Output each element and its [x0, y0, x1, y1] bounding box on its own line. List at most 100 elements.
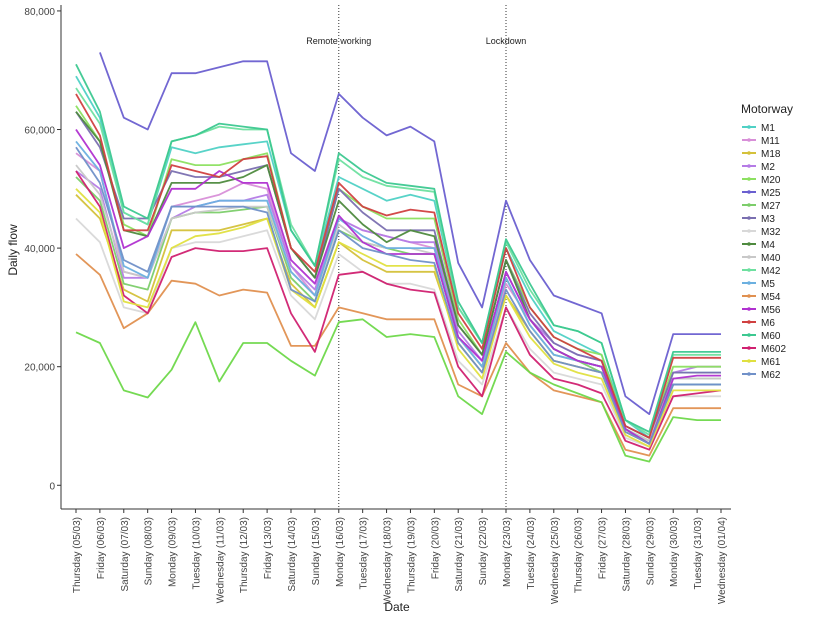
legend-swatch-dot: [747, 346, 751, 350]
legend-swatch-dot: [747, 177, 751, 181]
series-line-M1: [75, 75, 721, 439]
x-axis-label: Date: [384, 600, 410, 614]
x-tick-label: Sunday (22/03): [478, 517, 489, 585]
x-tick-label: Friday (20/03): [430, 517, 441, 579]
series-line-M54: [75, 253, 721, 457]
legend-entry: M27: [761, 201, 781, 212]
legend-swatch-dot: [747, 281, 751, 285]
series-line-M2: [75, 170, 721, 439]
x-tick-label: Saturday (14/03): [287, 517, 298, 592]
legend-entry: M32: [761, 227, 781, 238]
series-line-M6: [75, 93, 721, 439]
annotations: Remote working Lockdown: [306, 5, 526, 509]
x-tick-label: Friday (06/03): [96, 517, 107, 579]
legend-entry: M1: [761, 123, 775, 134]
legend-swatch-dot: [747, 164, 751, 168]
x-tick-label: Wednesday (18/03): [383, 517, 394, 604]
series-line-M60: [75, 63, 721, 433]
legend-swatch-dot: [747, 294, 751, 298]
series-line-M27: [75, 176, 721, 442]
x-tick-label: Monday (23/03): [502, 517, 513, 587]
x-tick-label: Friday (13/03): [263, 517, 274, 579]
legend-swatch-dot: [747, 229, 751, 233]
series-line-M20: [75, 105, 721, 439]
legend-entry: M61: [761, 357, 781, 368]
x-tick-label: Saturday (07/03): [120, 517, 131, 592]
legend-entry: M40: [761, 253, 781, 264]
legend-swatch-dot: [747, 242, 751, 246]
legend-entry: M56: [761, 305, 781, 316]
legend-entry: M11: [761, 136, 780, 147]
x-tick-label: Monday (30/03): [669, 517, 680, 587]
axes: [60, 5, 731, 510]
x-tick-label: Tuesday (24/03): [526, 517, 537, 589]
series-line-unnamed-20: [75, 318, 721, 463]
series-line-M56: [75, 128, 721, 445]
legend-entry: M3: [761, 214, 775, 225]
x-tick-label: Thursday (26/03): [574, 517, 585, 593]
legend-entry: M20: [761, 175, 781, 186]
legend-swatch-dot: [747, 320, 751, 324]
legend-swatch-dot: [747, 216, 751, 220]
x-tick-label: Saturday (28/03): [621, 517, 632, 592]
legend-swatch-dot: [747, 268, 751, 272]
x-tick-label: Thursday (05/03): [72, 517, 83, 593]
legend-entry: M18: [761, 149, 781, 160]
legend-swatch-dot: [747, 203, 751, 207]
legend-entry: M4: [761, 240, 775, 251]
legend-swatch-dot: [747, 255, 751, 259]
legend-swatch-dot: [747, 359, 751, 363]
legend-entry: M60: [761, 331, 781, 342]
legend-swatch-dot: [747, 138, 751, 142]
legend-title: Motorway: [741, 102, 793, 116]
legend-swatch-dot: [747, 307, 751, 311]
series-line-M3: [75, 111, 721, 439]
x-tick-label: Wednesday (01/04): [717, 517, 728, 604]
x-tick-label: Saturday (21/03): [454, 517, 465, 592]
y-tick-label: 40,000: [24, 244, 55, 255]
series-line-M32: [75, 217, 721, 448]
legend: Motorway M1 M11 M18 M2 M20 M25 M27 M3 M32 M4 M40 M4…: [741, 102, 793, 381]
legend-entry: M25: [761, 188, 781, 199]
legend-entry: M6: [761, 318, 775, 329]
legend-swatch-dot: [747, 190, 751, 194]
legend-entry: M5: [761, 279, 775, 290]
legend-entry: M602: [761, 344, 786, 355]
series-lines: [75, 52, 722, 463]
legend-swatch-dot: [747, 372, 751, 376]
x-tick-label: Sunday (15/03): [311, 517, 322, 585]
x-tick-label: Thursday (19/03): [406, 517, 417, 593]
legend-swatch-dot: [747, 333, 751, 337]
x-tick-label: Tuesday (10/03): [191, 517, 202, 589]
legend-swatch-dot: [747, 151, 751, 155]
x-tick-label: Wednesday (25/03): [550, 517, 561, 604]
y-tick-label: 0: [49, 481, 55, 492]
y-tick-label: 60,000: [24, 126, 55, 137]
series-line-M25: [99, 52, 721, 415]
x-tick-label: Wednesday (11/03): [215, 517, 226, 603]
x-tick-label: Thursday (12/03): [239, 517, 250, 593]
series-line-M61: [75, 188, 721, 448]
annotation-label: Lockdown: [486, 36, 527, 46]
y-tick-label: 20,000: [24, 363, 55, 374]
series-line-M42: [75, 87, 721, 436]
x-tick-labels: Thursday (05/03) Friday (06/03) Saturday (…: [72, 509, 728, 604]
legend-entry: M62: [761, 370, 781, 381]
annotation-label: Remote working: [306, 36, 371, 46]
legend-swatch-dot: [747, 125, 751, 129]
y-tick-label: 80,000: [24, 7, 55, 18]
y-axis-label: Daily flow: [6, 224, 20, 276]
series-line-M602: [75, 170, 722, 451]
x-tick-label: Monday (09/03): [168, 517, 179, 587]
legend-entry: M2: [761, 162, 775, 173]
x-tick-label: Tuesday (31/03): [693, 517, 704, 589]
legend-entry: M54: [761, 292, 781, 303]
x-tick-label: Sunday (08/03): [144, 517, 155, 585]
series-line-M62: [75, 146, 721, 445]
legend-entry: M42: [761, 266, 781, 277]
x-tick-label: Tuesday (17/03): [359, 517, 370, 589]
x-tick-label: Sunday (29/03): [645, 517, 656, 585]
y-tick-labels: 0 20,000 40,000 60,000 80,000: [24, 7, 61, 492]
